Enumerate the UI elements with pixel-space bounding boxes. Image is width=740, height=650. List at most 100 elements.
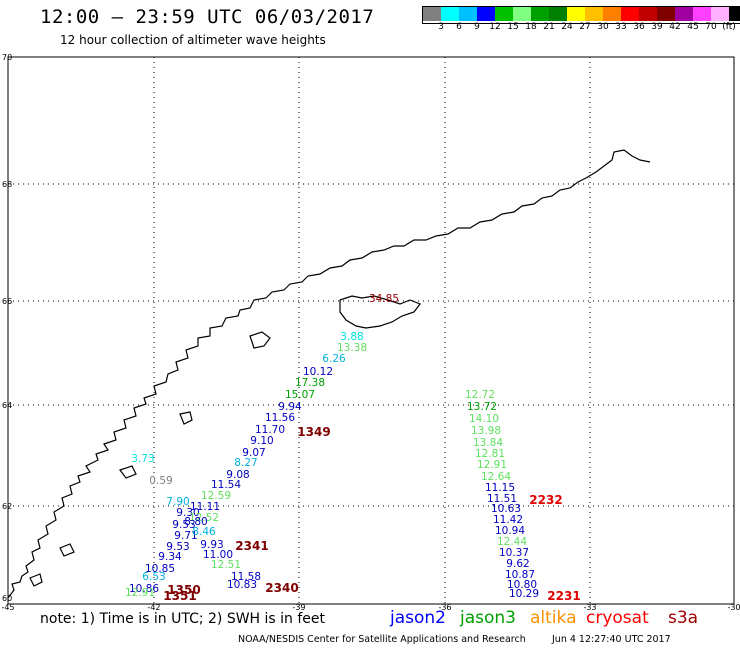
scale-swatch xyxy=(549,7,567,21)
orbit-label: 2341 xyxy=(235,539,268,553)
wave-height-value: 12.64 xyxy=(481,471,511,483)
wave-height-value: 9.10 xyxy=(250,435,273,447)
wave-height-value: 11.54 xyxy=(211,479,241,491)
scale-swatch xyxy=(513,7,531,21)
scale-swatch xyxy=(459,7,477,21)
satellite-legend-s3a: s3a xyxy=(668,608,699,628)
scale-swatch xyxy=(495,7,513,21)
scale-swatch xyxy=(477,7,495,21)
wave-height-value: 9.62 xyxy=(506,558,529,570)
scale-label: (ft) xyxy=(722,22,736,32)
wave-height-value: 8.27 xyxy=(234,457,257,469)
wave-height-value: 7.90 xyxy=(166,496,189,508)
scale-label: 21 xyxy=(543,22,555,32)
wave-height-value: 13.72 xyxy=(467,401,497,413)
wave-height-value: 10.94 xyxy=(495,525,525,537)
longitude-label: -33 xyxy=(583,603,596,612)
wave-height-value: 8.80 xyxy=(184,516,207,528)
scale-label: 45 xyxy=(687,22,699,32)
latitude-label: 68 xyxy=(2,180,12,189)
wave-height-value: 10.63 xyxy=(491,503,521,515)
wave-height-value: 9.08 xyxy=(226,469,249,481)
scale-swatch xyxy=(711,7,729,21)
latitude-label: 66 xyxy=(2,297,12,306)
wave-height-value: 6.26 xyxy=(322,353,346,365)
scale-label: 12 xyxy=(489,22,501,32)
wave-height-value: 12.91 xyxy=(477,459,507,471)
scale-swatch xyxy=(585,7,603,21)
scale-label: 9 xyxy=(474,22,480,32)
map-grid xyxy=(8,57,734,604)
latitude-label: 64 xyxy=(2,401,12,410)
wave-height-value: 9.30 xyxy=(176,507,199,519)
scale-swatch xyxy=(675,7,693,21)
wave-height-value: 11.51 xyxy=(487,493,517,505)
wave-height-value: 12.52 xyxy=(189,512,219,524)
longitude-label: -39 xyxy=(292,603,305,612)
scale-swatch xyxy=(729,7,740,21)
map-title: 12:00 – 23:59 UTC 06/03/2017 xyxy=(40,6,375,28)
longitude-label: -42 xyxy=(147,603,160,612)
footer-timestamp: Jun 4 12:27:40 UTC 2017 xyxy=(552,634,671,645)
orbit-label: 1350 xyxy=(167,583,200,597)
longitude-label: -45 xyxy=(1,603,14,612)
scale-label: 30 xyxy=(597,22,609,32)
wave-height-value: 9.53 xyxy=(172,519,195,531)
scale-label: 6 xyxy=(456,22,462,32)
orbit-label: 1351 xyxy=(163,589,196,603)
latitude-label: 70 xyxy=(2,53,12,62)
wave-height-value: 8.46 xyxy=(192,526,216,538)
scale-label: 15 xyxy=(507,22,519,32)
scale-label: 42 xyxy=(669,22,681,32)
axis-labels: 70 68 66 64 62 60-45 -42 -39 -36 -33 -30 xyxy=(1,53,740,612)
scale-label: 39 xyxy=(651,22,663,32)
orbit-label: 2340 xyxy=(265,581,298,595)
wave-height-value: 10.29 xyxy=(509,588,539,600)
wave-height-value: 3.88 xyxy=(340,331,363,343)
wave-height-value: 3.73 xyxy=(131,453,154,465)
scale-swatch xyxy=(693,7,711,21)
latitude-label: 60 xyxy=(2,594,12,603)
wave-height-value: 12.72 xyxy=(465,389,495,401)
longitude-label: -30 xyxy=(727,603,740,612)
scale-label: 70 xyxy=(705,22,717,32)
scale-label: 18 xyxy=(525,22,537,32)
scale-swatch xyxy=(639,7,657,21)
scale-swatch xyxy=(423,7,441,21)
latitude-label: 62 xyxy=(2,502,12,511)
wave-height-value: 10.83 xyxy=(227,579,257,591)
map-frame xyxy=(7,56,735,605)
wave-height-value: 10.87 xyxy=(505,569,535,581)
wave-height-value: 11.70 xyxy=(255,424,285,436)
wave-height-value: 13.38 xyxy=(337,342,367,354)
scale-swatch xyxy=(531,7,549,21)
scale-label: 24 xyxy=(561,22,573,32)
wave-height-value: 9.71 xyxy=(174,530,197,542)
wave-height-value: 12.44 xyxy=(497,536,527,548)
scale-swatch xyxy=(567,7,585,21)
wave-height-value: 12.51 xyxy=(211,559,241,571)
map-subtitle: 12 hour collection of altimeter wave hei… xyxy=(60,33,326,47)
wave-height-value: 11.00 xyxy=(203,549,233,561)
scale-swatch xyxy=(441,7,459,21)
satellite-legend-altika: altika xyxy=(530,608,577,628)
color-scale-bar xyxy=(422,6,740,24)
wave-height-value: 0.59 xyxy=(149,475,172,487)
scale-label: 36 xyxy=(633,22,645,32)
scale-swatch xyxy=(657,7,675,21)
wave-height-value: 9.34 xyxy=(158,551,182,563)
satellite-legend-cryosat: cryosat xyxy=(586,608,649,628)
wave-height-value: 12.59 xyxy=(201,490,231,502)
wave-height-value: 6.53 xyxy=(142,571,165,583)
satellite-legend-jason2: jason2 xyxy=(390,608,446,628)
wave-height-value: 34.85 xyxy=(369,293,399,305)
scale-label: 3 xyxy=(438,22,444,32)
wave-height-value: 11.56 xyxy=(265,412,295,424)
wave-height-value: 14.10 xyxy=(469,413,499,425)
wave-height-value: 9.53 xyxy=(166,541,189,553)
footer-credit: NOAA/NESDIS Center for Satellite Applica… xyxy=(238,634,526,645)
wave-height-value: 10.86 xyxy=(129,583,159,595)
scale-label: 27 xyxy=(579,22,591,32)
scale-label: 33 xyxy=(615,22,627,32)
wave-height-value: 9.94 xyxy=(278,401,302,413)
